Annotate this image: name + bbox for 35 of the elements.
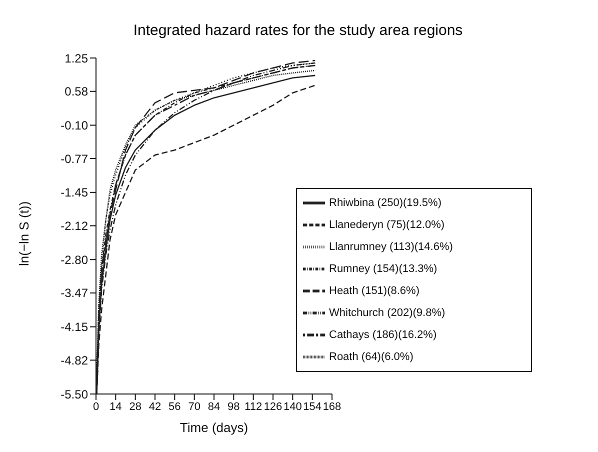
- legend-label: Llanrumney (113)(14.6%): [329, 240, 453, 253]
- x-tick-label: 84: [208, 400, 220, 413]
- y-tick-label: -4.82: [60, 353, 88, 368]
- y-tick-label: -0.77: [60, 152, 88, 166]
- legend-label: Cathays (186)(16.2%): [329, 328, 437, 341]
- x-tick-label: 56: [168, 400, 181, 413]
- y-tick-label: 0.58: [64, 84, 88, 99]
- legend-label: Whitchurch (202)(9.8%): [329, 306, 446, 319]
- x-tick-label: 126: [264, 400, 282, 413]
- x-tick-label: 112: [244, 400, 262, 413]
- y-tick-label: 1.25: [64, 51, 88, 66]
- y-tick-label: -2.12: [60, 219, 88, 234]
- legend-label: Heath (151)(8.6%): [329, 284, 420, 297]
- x-tick-label: 28: [129, 400, 142, 413]
- y-tick-label: -0.10: [60, 118, 88, 132]
- legend-label: Roath (64)(6.0%): [329, 350, 414, 363]
- x-tick-label: 154: [303, 400, 322, 413]
- x-tick-label: 0: [92, 400, 100, 413]
- x-tick-label: 14: [110, 400, 122, 413]
- x-tick-label: 168: [322, 400, 342, 413]
- y-tick-label: -1.45: [60, 186, 88, 200]
- y-axis-title: ln(−ln S (t)): [16, 201, 32, 266]
- y-tick-label: -4.15: [60, 320, 88, 334]
- x-tick-label: 98: [228, 400, 240, 413]
- y-tick-label: -2.80: [60, 252, 88, 267]
- legend-label: Llanederyn (75)(12.0%): [329, 218, 445, 231]
- x-tick-label: 70: [188, 400, 200, 413]
- y-tick-label: -5.50: [60, 387, 88, 402]
- y-tick-label: -3.47: [60, 286, 88, 300]
- legend-label: Rhiwbina (250)(19.5%): [329, 196, 442, 209]
- legend-label: Rumney (154)(13.3%): [329, 262, 438, 275]
- x-axis-title: Time (days): [180, 420, 248, 435]
- x-tick-label: 140: [283, 400, 302, 413]
- x-tick-label: 42: [148, 400, 162, 413]
- chart-title: Integrated hazard rates for the study area regions: [132, 21, 464, 41]
